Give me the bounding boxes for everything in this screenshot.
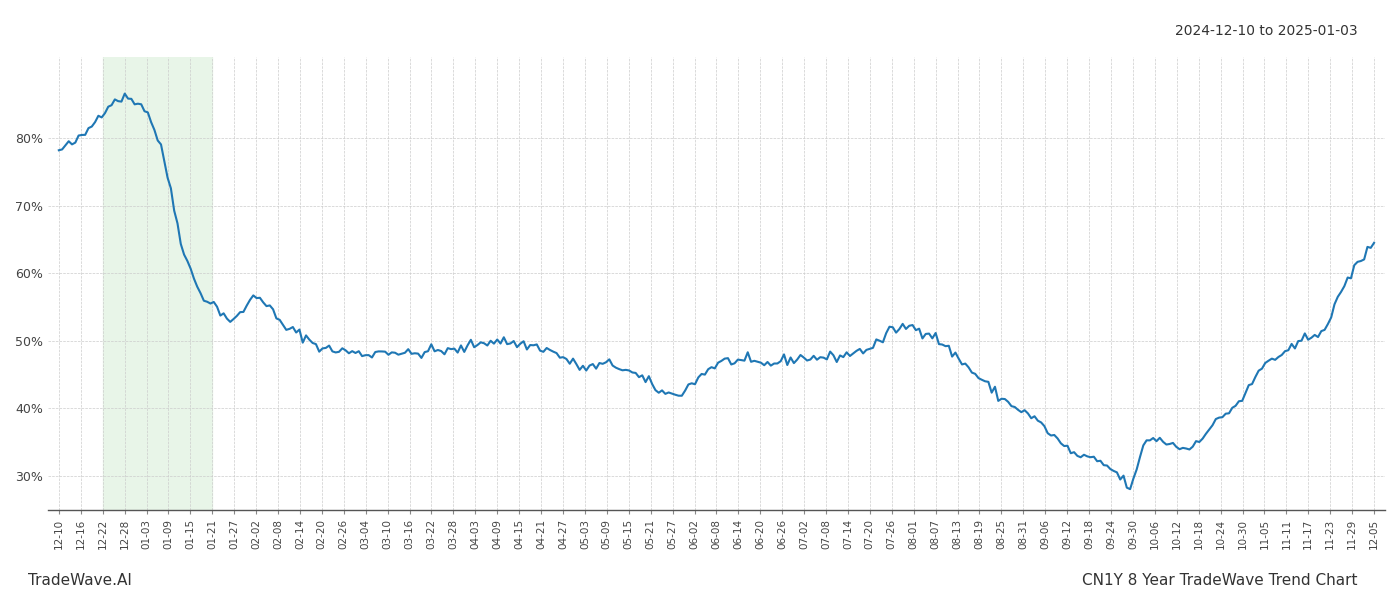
Text: TradeWave.AI: TradeWave.AI [28, 573, 132, 588]
Text: CN1Y 8 Year TradeWave Trend Chart: CN1Y 8 Year TradeWave Trend Chart [1082, 573, 1358, 588]
Bar [102, 57, 213, 510]
Text: 2024-12-10 to 2025-01-03: 2024-12-10 to 2025-01-03 [1176, 24, 1358, 38]
